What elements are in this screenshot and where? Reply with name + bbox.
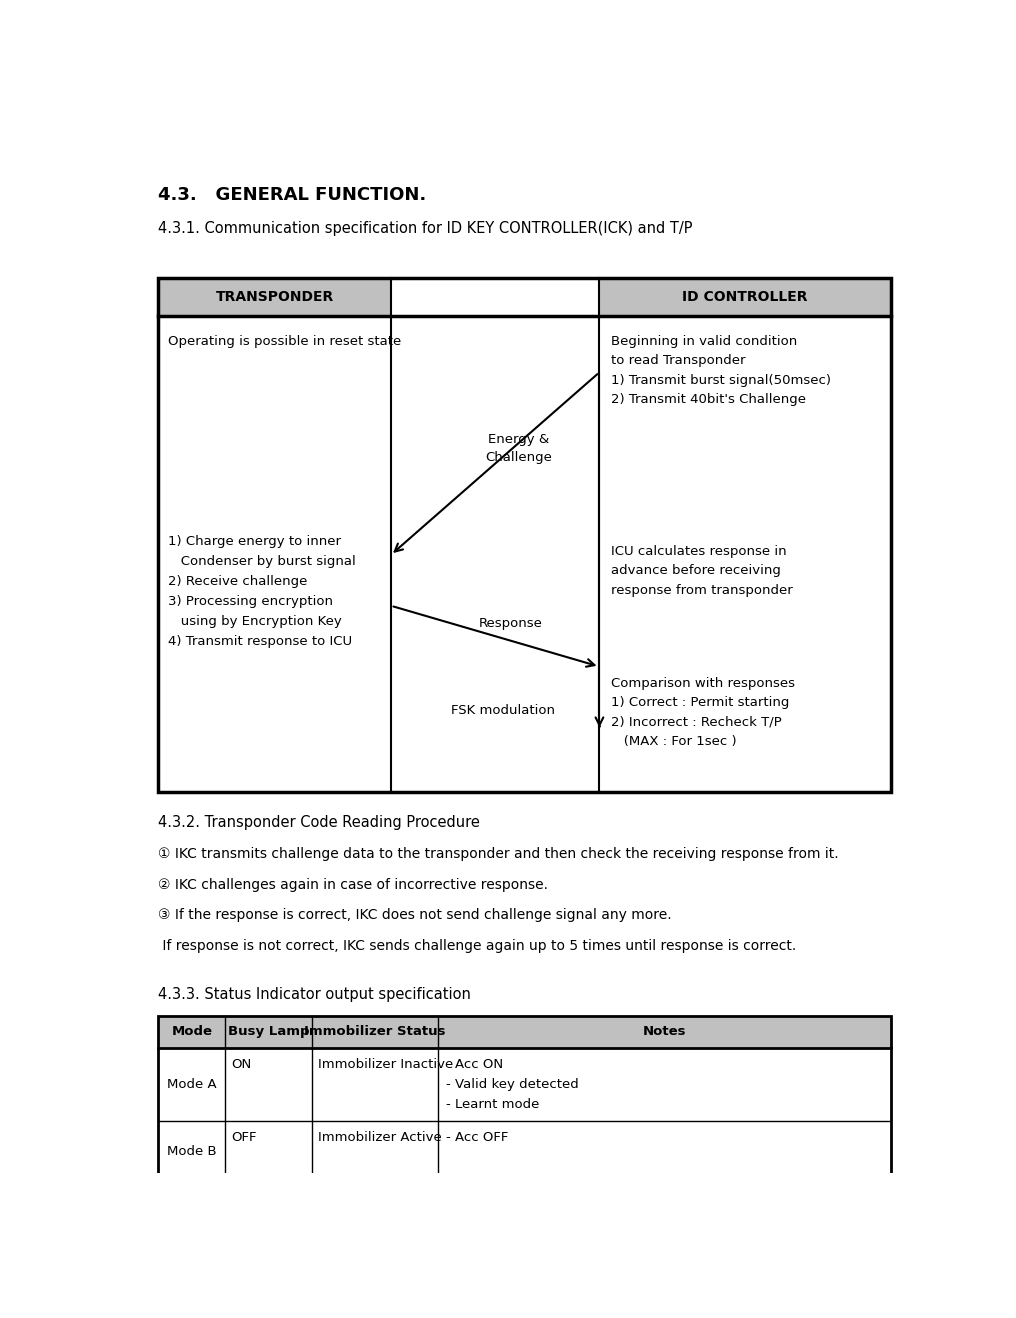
Text: ① IKC transmits challenge data to the transponder and then check the receiving r: ① IKC transmits challenge data to the tr…	[158, 847, 839, 861]
Bar	[158, 1016, 226, 1048]
Text: If response is not correct, IKC sends challenge again up to 5 times until respon: If response is not correct, IKC sends ch…	[158, 938, 797, 953]
Bar	[312, 1016, 438, 1048]
Text: ICU calculates response in
advance before receiving
response from transponder: ICU calculates response in advance befor…	[612, 544, 793, 597]
Text: 4.3.   GENERAL FUNCTION.: 4.3. GENERAL FUNCTION.	[158, 186, 427, 203]
Text: Response: Response	[479, 617, 543, 630]
Bar	[599, 278, 891, 316]
Text: ON: ON	[232, 1058, 252, 1072]
Bar	[226, 1016, 312, 1048]
Text: Immobilizer Inactive: Immobilizer Inactive	[318, 1058, 453, 1072]
Text: - Acc OFF: - Acc OFF	[446, 1131, 508, 1144]
Text: OFF: OFF	[232, 1131, 257, 1144]
Bar	[158, 1016, 891, 1182]
Text: Mode B: Mode B	[168, 1145, 216, 1159]
Text: ② IKC challenges again in case of incorrective response.: ② IKC challenges again in case of incorr…	[158, 878, 549, 892]
Text: FSK modulation: FSK modulation	[451, 704, 555, 717]
Text: 4.3.2. Transponder Code Reading Procedure: 4.3.2. Transponder Code Reading Procedur…	[158, 815, 481, 830]
Text: Beginning in valid condition
to read Transponder
1) Transmit burst signal(50msec: Beginning in valid condition to read Tra…	[612, 335, 831, 406]
Bar	[158, 278, 891, 792]
Text: Immobilizer Status: Immobilizer Status	[304, 1025, 446, 1039]
Text: Immobilizer Active: Immobilizer Active	[318, 1131, 442, 1144]
Text: ③ If the response is correct, IKC does not send challenge signal any more.: ③ If the response is correct, IKC does n…	[158, 908, 673, 923]
Text: Mode: Mode	[172, 1025, 212, 1039]
Text: 1) Charge energy to inner
   Condenser by burst signal
2) Receive challenge
3) P: 1) Charge energy to inner Condenser by b…	[168, 535, 356, 647]
Text: ID CONTROLLER: ID CONTROLLER	[683, 290, 808, 304]
Text: Notes: Notes	[643, 1025, 686, 1039]
Text: Busy Lamp: Busy Lamp	[228, 1025, 310, 1039]
Text: Operating is possible in reset state: Operating is possible in reset state	[168, 335, 401, 348]
Text: 4.3.3. Status Indicator output specification: 4.3.3. Status Indicator output specifica…	[158, 987, 471, 1002]
Text: Comparison with responses
1) Correct : Permit starting
2) Incorrect : Recheck T/: Comparison with responses 1) Correct : P…	[612, 676, 796, 749]
Text: - Acc ON
- Valid key detected
- Learnt mode: - Acc ON - Valid key detected - Learnt m…	[446, 1058, 579, 1111]
Text: Mode A: Mode A	[168, 1078, 216, 1091]
Text: Energy &
Challenge: Energy & Challenge	[486, 432, 552, 464]
Text: 4.3.1. Communication specification for ID KEY CONTROLLER(ICK) and T/P: 4.3.1. Communication specification for I…	[158, 221, 693, 236]
Text: TRANSPONDER: TRANSPONDER	[215, 290, 334, 304]
Bar	[158, 278, 391, 316]
Bar	[438, 1016, 891, 1048]
